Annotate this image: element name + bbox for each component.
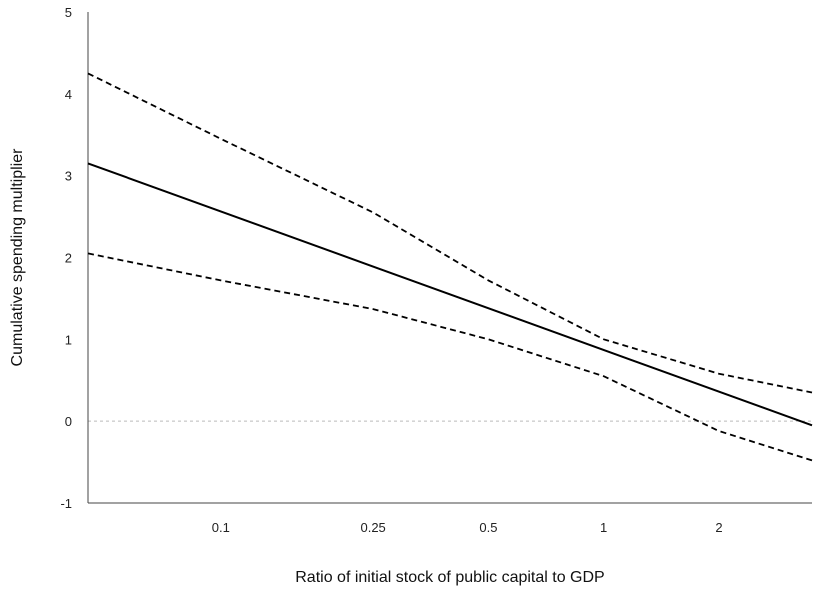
upper-bound-line [87, 72, 813, 394]
y-tick-labels: 5 4 3 2 1 0 -1 [60, 5, 72, 511]
x-tick-labels: 0.1 0.25 0.5 1 2 [212, 520, 723, 535]
lower-bound-line [87, 252, 813, 462]
x-tick-label: 0.5 [479, 520, 497, 535]
series-lines [87, 72, 813, 462]
y-tick-label: 1 [65, 332, 72, 347]
axes [87, 12, 812, 504]
y-tick-label: 0 [65, 414, 72, 429]
estimate-line [87, 162, 813, 427]
y-tick-label: 5 [65, 5, 72, 20]
x-axis-label: Ratio of initial stock of public capital… [295, 569, 604, 586]
y-tick-label: -1 [60, 496, 72, 511]
y-tick-label: 2 [65, 251, 72, 266]
x-tick-label: 0.25 [360, 520, 385, 535]
y-tick-label: 3 [65, 169, 72, 184]
x-tick-label: 2 [715, 520, 722, 535]
y-axis-label: Cumulative spending multiplier [9, 148, 26, 367]
x-tick-label: 0.1 [212, 520, 230, 535]
y-tick-label: 4 [65, 87, 72, 102]
x-tick-label: 1 [600, 520, 607, 535]
